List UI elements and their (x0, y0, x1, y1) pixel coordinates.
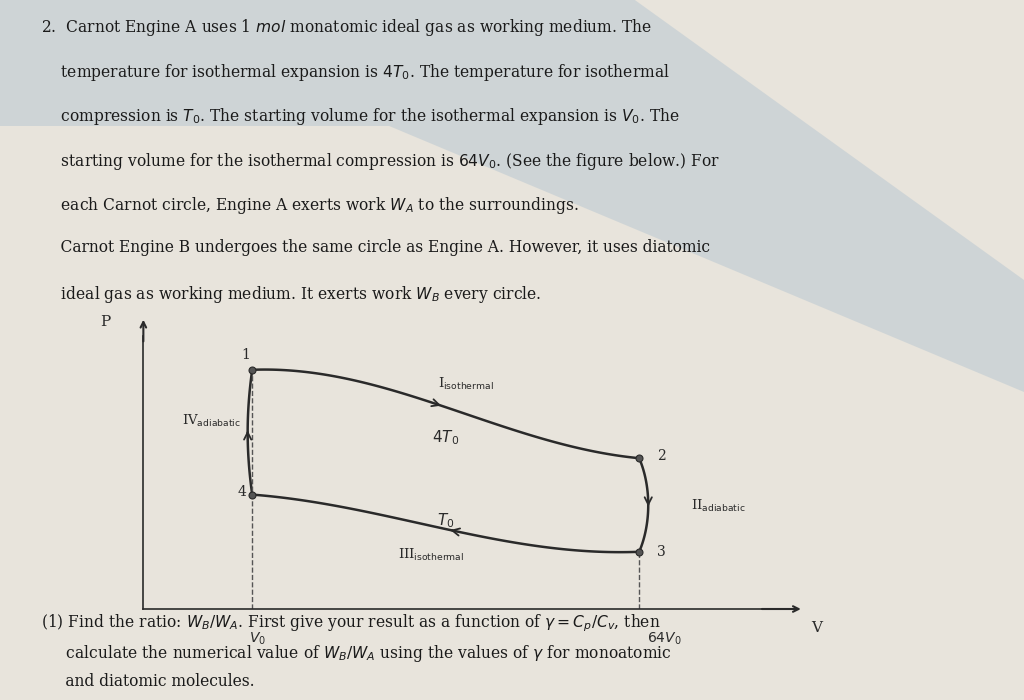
Text: V: V (811, 621, 822, 635)
Text: and diatomic molecules.: and diatomic molecules. (41, 673, 255, 690)
Text: I$_{\rm isothermal}$: I$_{\rm isothermal}$ (437, 376, 494, 392)
Text: ideal gas as working medium. It exerts work $W_B$ every circle.: ideal gas as working medium. It exerts w… (41, 284, 542, 304)
Text: Carnot Engine B undergoes the same circle as Engine A. However, it uses diatomic: Carnot Engine B undergoes the same circl… (41, 239, 710, 256)
Text: calculate the numerical value of $W_B/W_A$ using the values of $\gamma$ for mono: calculate the numerical value of $W_B/W_… (41, 643, 672, 664)
Text: 2: 2 (657, 449, 666, 463)
Text: III$_{\rm isothermal}$: III$_{\rm isothermal}$ (398, 547, 465, 563)
Text: starting volume for the isothermal compression is $64V_0$. (See the figure below: starting volume for the isothermal compr… (41, 150, 720, 172)
Text: IV$_{\rm adiabatic}$: IV$_{\rm adiabatic}$ (182, 413, 241, 429)
Text: $V_0$: $V_0$ (249, 631, 266, 648)
Text: $T_0$: $T_0$ (437, 511, 455, 530)
Text: 2.  Carnot Engine A uses 1 $mol$ monatomic ideal gas as working medium. The: 2. Carnot Engine A uses 1 $mol$ monatomi… (41, 18, 652, 38)
Text: 3: 3 (657, 545, 666, 559)
Text: $64V_0$: $64V_0$ (646, 631, 681, 648)
Text: each Carnot circle, Engine A exerts work $W_A$ to the surroundings.: each Carnot circle, Engine A exerts work… (41, 195, 579, 216)
Text: $4T_0$: $4T_0$ (432, 428, 459, 447)
Text: P: P (100, 315, 111, 329)
Text: compression is $T_0$. The starting volume for the isothermal expansion is $V_0$.: compression is $T_0$. The starting volum… (41, 106, 680, 127)
Text: (1) Find the ratio: $W_B/W_A$. First give your result as a function of $\gamma$$: (1) Find the ratio: $W_B/W_A$. First giv… (41, 612, 660, 634)
Text: 1: 1 (242, 348, 251, 362)
Polygon shape (0, 0, 1024, 392)
Text: II$_{\rm adiabatic}$: II$_{\rm adiabatic}$ (690, 498, 745, 514)
Text: 4: 4 (238, 485, 246, 499)
Text: temperature for isothermal expansion is $4T_0$. The temperature for isothermal: temperature for isothermal expansion is … (41, 62, 670, 83)
